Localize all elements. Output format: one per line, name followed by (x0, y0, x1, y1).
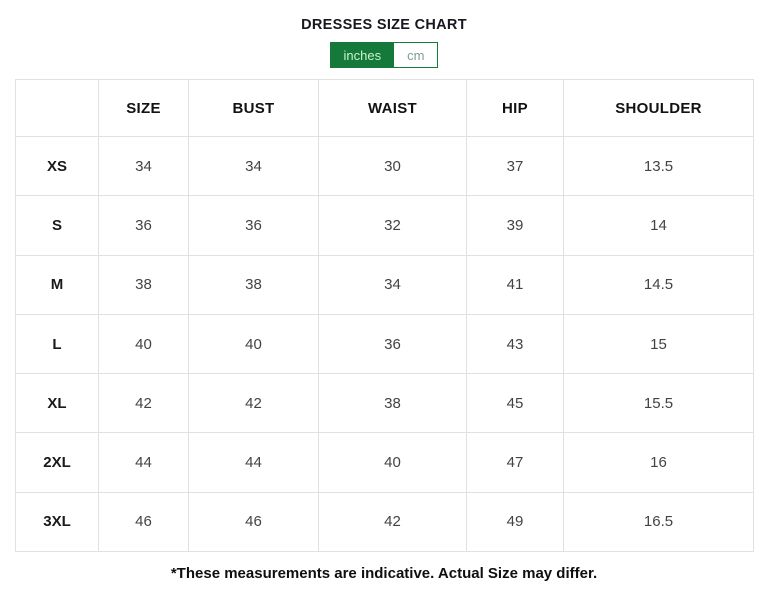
size-chart-table: SIZE BUST WAIST HIP SHOULDER XS 34 34 30 37 13.5 S… (15, 79, 754, 553)
cell-xs-bust: 34 (188, 135, 319, 197)
header-cell-bust: BUST (188, 79, 319, 137)
cell-2xl-bust: 44 (188, 432, 319, 493)
unit-toggle-wrap: inches cm (0, 42, 768, 68)
row-label-l: L (15, 313, 99, 375)
cell-3xl-waist: 42 (318, 491, 467, 553)
cell-l-shoulder: 15 (563, 313, 754, 375)
table-row: M 38 38 34 41 14.5 (15, 254, 754, 315)
row-label-m: M (15, 254, 99, 315)
row-label-3xl: 3XL (15, 491, 99, 553)
cell-m-hip: 41 (466, 254, 564, 315)
measurements-footnote: *These measurements are indicative. Actu… (170, 565, 598, 583)
cell-3xl-hip: 49 (466, 491, 564, 553)
header-cell-shoulder: SHOULDER (563, 79, 754, 137)
header-cell-hip: HIP (466, 79, 564, 137)
cell-s-hip: 39 (466, 195, 564, 256)
cell-xl-bust: 42 (188, 373, 319, 434)
cell-2xl-waist: 40 (318, 432, 467, 493)
unit-option-cm[interactable]: cm (394, 43, 438, 67)
cell-l-size: 40 (98, 313, 189, 375)
cell-xs-hip: 37 (466, 135, 564, 197)
cell-3xl-bust: 46 (188, 491, 319, 553)
cell-l-waist: 36 (318, 313, 467, 375)
row-label-xs: XS (15, 135, 99, 197)
unit-toggle: inches cm (329, 42, 439, 68)
cell-m-waist: 34 (318, 254, 467, 315)
cell-xl-waist: 38 (318, 373, 467, 434)
cell-s-waist: 32 (318, 195, 467, 256)
cell-3xl-shoulder: 16.5 (563, 491, 754, 553)
table-header-row: SIZE BUST WAIST HIP SHOULDER (15, 79, 754, 137)
cell-s-bust: 36 (188, 195, 319, 256)
unit-option-inches[interactable]: inches (330, 43, 395, 67)
cell-m-size: 38 (98, 254, 189, 315)
cell-xs-waist: 30 (318, 135, 467, 197)
cell-xl-size: 42 (98, 373, 189, 434)
cell-l-hip: 43 (466, 313, 564, 375)
cell-xl-hip: 45 (466, 373, 564, 434)
cell-m-bust: 38 (188, 254, 319, 315)
header-cell-waist: WAIST (318, 79, 467, 137)
cell-3xl-size: 46 (98, 491, 189, 553)
row-label-xl: XL (15, 373, 99, 434)
table-row: 2XL 44 44 40 47 16 (15, 432, 754, 493)
table-row: L 40 40 36 43 15 (15, 313, 754, 375)
table-row: 3XL 46 46 42 49 16.5 (15, 491, 754, 553)
cell-xl-shoulder: 15.5 (563, 373, 754, 434)
cell-2xl-shoulder: 16 (563, 432, 754, 493)
row-label-s: S (15, 195, 99, 256)
page-title: DRESSES SIZE CHART (301, 17, 467, 33)
size-table-body: XS 34 34 30 37 13.5 S 36 36 32 39 14 M 38 38 34 41 14.5 L 4… (15, 135, 754, 553)
cell-l-bust: 40 (188, 313, 319, 375)
cell-2xl-hip: 47 (466, 432, 564, 493)
row-label-2xl: 2XL (15, 432, 99, 493)
table-row: S 36 36 32 39 14 (15, 195, 754, 256)
header-cell-empty (15, 79, 99, 137)
cell-xs-shoulder: 13.5 (563, 135, 754, 197)
cell-m-shoulder: 14.5 (563, 254, 754, 315)
cell-xs-size: 34 (98, 135, 189, 197)
table-row: XL 42 42 38 45 15.5 (15, 373, 754, 434)
header-cell-size: SIZE (98, 79, 189, 137)
cell-2xl-size: 44 (98, 432, 189, 493)
cell-s-shoulder: 14 (563, 195, 754, 256)
cell-s-size: 36 (98, 195, 189, 256)
table-row: XS 34 34 30 37 13.5 (15, 135, 754, 197)
